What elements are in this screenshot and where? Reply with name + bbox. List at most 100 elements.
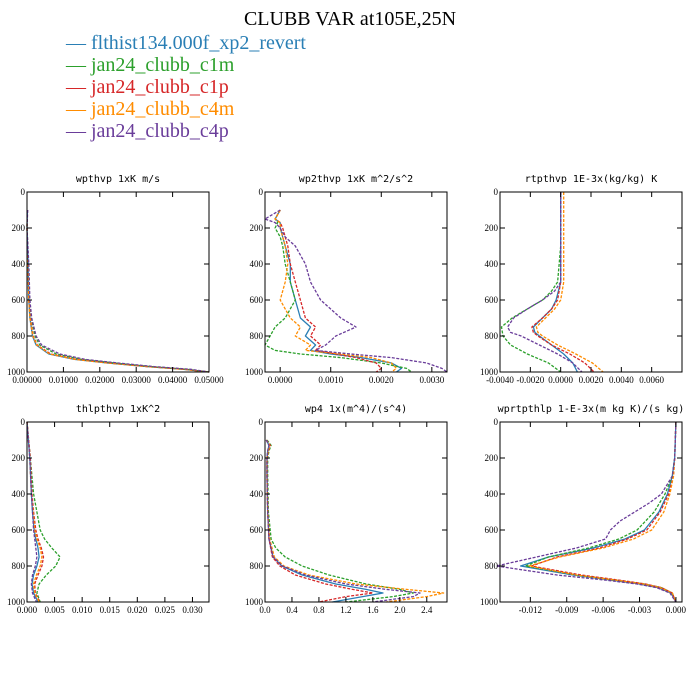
x-tick-label: 1.6 bbox=[367, 605, 379, 615]
legend-label: jan24_clubb_c4p bbox=[91, 120, 229, 142]
series-line bbox=[264, 209, 448, 373]
legend-dash-icon: — bbox=[66, 54, 91, 76]
x-tick-label: 0.000 bbox=[666, 605, 687, 615]
x-tick-label: -0.003 bbox=[628, 605, 652, 615]
panel-title: wpthvp 1xK m/s bbox=[76, 174, 160, 185]
series-line bbox=[519, 421, 677, 603]
series-line bbox=[495, 421, 677, 603]
panel-title: thlpthvp 1xK^2 bbox=[76, 404, 160, 415]
figure-title: CLUBB VAR at105E,25N bbox=[243, 8, 457, 30]
series-line bbox=[26, 421, 38, 603]
series-line bbox=[26, 209, 210, 373]
legend-label: jan24_clubb_c1m bbox=[91, 54, 235, 76]
panel-title: wprtpthlp 1-E-3x(m kg K)/(s kg) bbox=[498, 404, 685, 415]
y-tick-label: 1000 bbox=[7, 367, 26, 377]
legend-dash-icon: — bbox=[66, 120, 91, 142]
x-tick-label: 0.000 bbox=[17, 605, 38, 615]
y-tick-label: 600 bbox=[250, 525, 264, 535]
legend-entry: — jan24_clubb_c1m bbox=[66, 54, 306, 76]
x-tick-label: 0.0030 bbox=[419, 375, 444, 385]
y-tick-label: 600 bbox=[12, 295, 26, 305]
x-tick-label: 0.005 bbox=[44, 605, 65, 615]
series-line bbox=[264, 209, 412, 373]
x-tick-label: 0.0020 bbox=[579, 375, 604, 385]
series-line bbox=[26, 209, 210, 373]
panel-rtpthvp: rtpthvp 1E-3x(kg/kg) K -0.0040 -0.0020 0.00… bbox=[480, 174, 683, 385]
panel-title: wp2thvp 1xK m^2/s^2 bbox=[299, 174, 413, 185]
y-tick-label: 400 bbox=[250, 489, 264, 499]
y-tick-label: 600 bbox=[485, 525, 499, 535]
y-tick-label: 1000 bbox=[480, 367, 499, 377]
y-tick-label: 200 bbox=[485, 453, 499, 463]
x-tick-label: 0.030 bbox=[182, 605, 203, 615]
series-line bbox=[535, 192, 604, 373]
y-tick-label: 0 bbox=[494, 187, 499, 197]
plot-frame bbox=[264, 191, 448, 373]
y-tick-label: 200 bbox=[250, 453, 264, 463]
legend-dash-icon: — bbox=[66, 32, 91, 54]
y-tick-label: 800 bbox=[485, 561, 499, 571]
series-line bbox=[26, 421, 61, 603]
y-tick-label: 400 bbox=[12, 259, 26, 269]
x-tick-label: -0.0020 bbox=[516, 375, 544, 385]
series-line bbox=[265, 439, 374, 603]
x-tick-label: 2.4 bbox=[421, 605, 433, 615]
series-line bbox=[26, 209, 210, 373]
legend-label: jan24_clubb_c4m bbox=[91, 98, 235, 120]
panel-wprtpthlp: wprtpthlp 1-E-3x(m kg K)/(s kg) -0.012 -0.… bbox=[480, 404, 687, 615]
y-tick-label: 200 bbox=[12, 453, 26, 463]
plot-frame bbox=[264, 421, 448, 603]
x-tick-label: 0.010 bbox=[72, 605, 93, 615]
x-tick-label: 0.025 bbox=[155, 605, 176, 615]
series-line bbox=[265, 439, 421, 603]
y-tick-label: 600 bbox=[485, 295, 499, 305]
x-tick-label: 0.0020 bbox=[369, 375, 394, 385]
legend-entry: — jan24_clubb_c4p bbox=[66, 120, 306, 142]
x-tick-label: 0.0060 bbox=[639, 375, 664, 385]
panel-wpthvp: wpthvp 1xK m/s 0.00000 0.01000 0.02000 0.030… bbox=[7, 174, 224, 385]
y-tick-label: 0 bbox=[259, 187, 264, 197]
panel-wp4: wp4 1x(m^4)/(s^4) 0.0 0.4 0.8 1.2 1.6 2.0 2.4 0 2… bbox=[245, 404, 448, 615]
panel-wp2thvp: wp2thvp 1xK m^2/s^2 0.0000 0.0010 0.0020 0.0… bbox=[245, 174, 448, 385]
series-line bbox=[506, 192, 583, 373]
y-tick-label: 600 bbox=[250, 295, 264, 305]
series-line bbox=[274, 209, 398, 373]
legend-dash-icon: — bbox=[66, 98, 91, 120]
y-tick-label: 800 bbox=[250, 561, 264, 571]
x-tick-label: 2.0 bbox=[394, 605, 406, 615]
plot-frame bbox=[26, 421, 210, 603]
x-tick-label: 0.4 bbox=[286, 605, 298, 615]
x-tick-label: -0.012 bbox=[519, 605, 542, 615]
x-tick-label: 0.0000 bbox=[268, 375, 293, 385]
x-tick-label: 1.2 bbox=[340, 605, 351, 615]
y-tick-label: 400 bbox=[485, 489, 499, 499]
y-tick-label: 1000 bbox=[480, 597, 499, 607]
series-line bbox=[500, 192, 562, 373]
legend-entry: — flthist134.000f_xp2_revert bbox=[66, 32, 306, 54]
x-tick-label: 0.8 bbox=[313, 605, 325, 615]
plot-frame bbox=[26, 191, 210, 373]
y-tick-label: 800 bbox=[485, 331, 499, 341]
x-tick-label: 0.0010 bbox=[318, 375, 343, 385]
y-tick-label: 0 bbox=[259, 417, 264, 427]
x-tick-label: 0.01000 bbox=[49, 375, 79, 385]
legend-label: flthist134.000f_xp2_revert bbox=[91, 32, 306, 54]
panel-thlpthvp: thlpthvp 1xK^2 0.000 0.005 0.010 0.015 0.020 0… bbox=[7, 404, 210, 615]
y-tick-label: 400 bbox=[485, 259, 499, 269]
legend-entry: — jan24_clubb_c1p bbox=[66, 76, 306, 98]
y-tick-label: 0 bbox=[21, 187, 26, 197]
panel-title: wp4 1x(m^4)/(s^4) bbox=[305, 404, 407, 415]
y-tick-label: 800 bbox=[12, 561, 26, 571]
y-tick-label: 600 bbox=[12, 525, 26, 535]
x-tick-label: -0.0040 bbox=[486, 375, 514, 385]
x-tick-label: 0.0040 bbox=[609, 375, 634, 385]
x-tick-label: -0.006 bbox=[592, 605, 616, 615]
series-line bbox=[266, 439, 414, 603]
series-line bbox=[265, 439, 384, 603]
x-tick-label: 0.03000 bbox=[122, 375, 152, 385]
x-tick-label: 0.00000 bbox=[12, 375, 42, 385]
series-line bbox=[528, 421, 677, 603]
x-tick-label: 0.05000 bbox=[194, 375, 224, 385]
series-line bbox=[531, 192, 595, 373]
